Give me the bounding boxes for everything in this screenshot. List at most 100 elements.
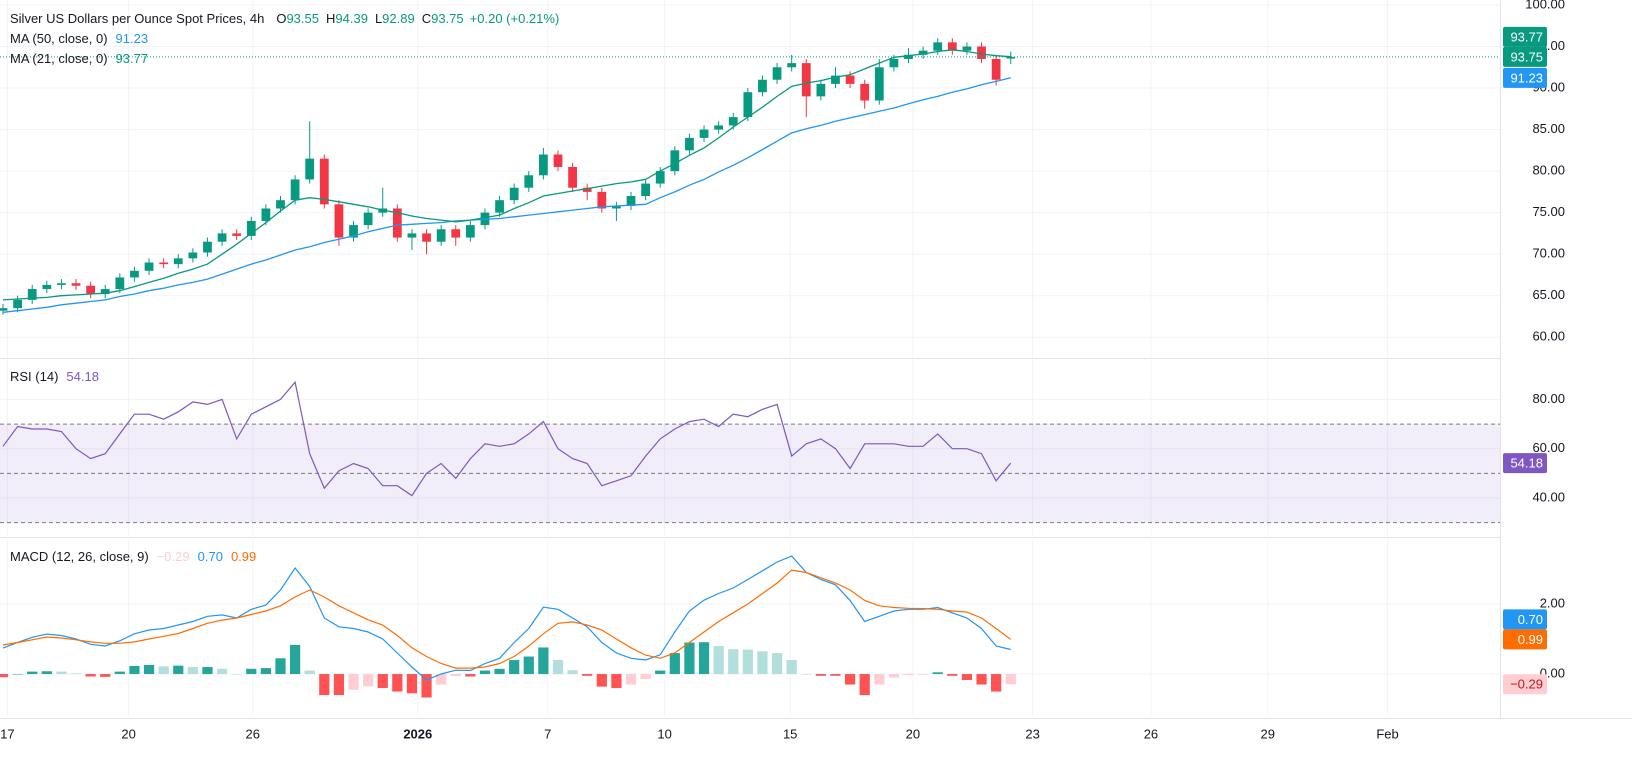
legend-label: O xyxy=(276,11,286,26)
legend-row: Silver US Dollars per Ounce Spot Prices,… xyxy=(10,11,559,26)
legend-row: MA (21, close, 0) 93.77 xyxy=(10,51,148,66)
legend-value: 54.18 xyxy=(66,369,99,384)
histogram-bar xyxy=(202,667,213,675)
candle-body xyxy=(655,171,665,184)
x-tick-label: 26 xyxy=(246,726,260,741)
price-badge-text: 54.18 xyxy=(1510,456,1543,471)
x-tick-label: 17 xyxy=(0,726,14,741)
candle-body xyxy=(626,196,636,206)
histogram-bar xyxy=(12,674,23,675)
candle-body xyxy=(597,191,607,209)
candle-body xyxy=(217,233,227,242)
histogram-bar xyxy=(844,674,856,685)
x-tick-label: 26 xyxy=(1144,726,1158,741)
histogram-bar xyxy=(698,642,710,675)
candle-body xyxy=(831,75,840,84)
legend-row: MA (50, close, 0) 91.23 xyxy=(10,31,148,46)
histogram-bar xyxy=(260,668,271,675)
histogram-bar xyxy=(932,672,943,675)
histogram-bar xyxy=(85,674,96,677)
y-tick-label: 40.00 xyxy=(1532,489,1565,504)
x-tick-label: 2026 xyxy=(403,726,432,741)
legend-label: C xyxy=(422,11,431,26)
y-tick-label: 85.00 xyxy=(1532,121,1565,136)
histogram-bar xyxy=(143,664,155,675)
moving-average-line xyxy=(2,77,1011,313)
legend-value: 0.70 xyxy=(198,549,223,564)
legend-change: +0.20 (+0.21%) xyxy=(470,11,560,26)
candle-body xyxy=(451,229,461,238)
candle-body xyxy=(787,63,797,68)
histogram-bar xyxy=(0,674,9,678)
legend-value: 94.39 xyxy=(335,11,368,26)
candle-body xyxy=(758,79,767,93)
legend-value: 93.77 xyxy=(116,51,149,66)
y-tick-label: 60.00 xyxy=(1532,440,1565,455)
candle-body xyxy=(553,154,563,167)
candle-body xyxy=(57,283,66,285)
candle-body xyxy=(933,42,943,51)
candle-body xyxy=(612,205,621,209)
histogram-bar xyxy=(187,667,198,675)
candle-body xyxy=(685,137,694,151)
legend-value: 91.23 xyxy=(116,31,149,46)
histogram-bar xyxy=(56,671,67,675)
x-tick-label: Feb xyxy=(1376,726,1398,741)
y-tick-label: 60.00 xyxy=(1532,329,1565,344)
price-badge-text: 93.75 xyxy=(1510,49,1543,64)
legend-label: RSI (14) xyxy=(10,369,58,384)
histogram-bar xyxy=(903,674,914,676)
candle-body xyxy=(363,212,373,226)
candle-body xyxy=(334,204,344,238)
candle-body xyxy=(699,129,709,138)
candle-body xyxy=(947,42,957,51)
y-tick-label: 2.00 xyxy=(1540,595,1565,610)
histogram-bar xyxy=(319,674,330,696)
candle-body xyxy=(407,233,417,238)
histogram-bar xyxy=(917,674,929,675)
legend-label: MA (21, close, 0) xyxy=(10,51,108,66)
candle-body xyxy=(86,285,96,295)
legend-row: RSI (14) 54.18 xyxy=(10,369,99,384)
histogram-bar xyxy=(538,647,549,675)
histogram-bar xyxy=(421,674,432,698)
histogram-bar xyxy=(231,674,242,675)
price-badge xyxy=(1503,46,1547,67)
candle-body xyxy=(305,158,315,180)
legend-value: −0.29 xyxy=(157,549,190,564)
candle-body xyxy=(159,262,169,265)
legend-label: MA (50, close, 0) xyxy=(10,31,108,46)
candle-body xyxy=(319,158,329,205)
x-tick-label: 29 xyxy=(1261,726,1275,741)
histogram-bar xyxy=(275,658,286,675)
candle-body xyxy=(71,283,81,286)
histogram-bar xyxy=(494,668,505,675)
price-badge-text: 91.23 xyxy=(1510,70,1543,85)
candle-body xyxy=(568,166,577,188)
x-tick-label: 15 xyxy=(783,726,797,741)
histogram-bar xyxy=(1005,674,1016,685)
histogram-bar xyxy=(158,666,169,675)
histogram-bar xyxy=(246,668,257,675)
moving-average-line xyxy=(2,49,1011,301)
histogram-bar xyxy=(216,668,228,675)
histogram-bar xyxy=(377,674,388,689)
legend-label: MACD (12, 26, close, 9) xyxy=(10,549,149,564)
histogram-bar xyxy=(859,674,870,696)
histogram-bar xyxy=(815,674,826,676)
legend-title: Silver US Dollars per Ounce Spot Prices,… xyxy=(10,11,264,26)
histogram-bar xyxy=(289,645,301,675)
x-tick-label: 10 xyxy=(657,726,671,741)
candle-body xyxy=(422,233,431,242)
candle-body xyxy=(743,92,753,118)
candle-body xyxy=(962,46,972,51)
histogram-bar xyxy=(771,653,783,675)
histogram-bar xyxy=(406,674,418,694)
x-tick-label: 20 xyxy=(906,726,920,741)
histogram-bar xyxy=(450,674,461,677)
histogram-bar xyxy=(27,671,38,675)
histogram-bar xyxy=(479,670,491,675)
legend-value: 0.99 xyxy=(231,549,256,564)
histogram-bar xyxy=(742,649,753,675)
